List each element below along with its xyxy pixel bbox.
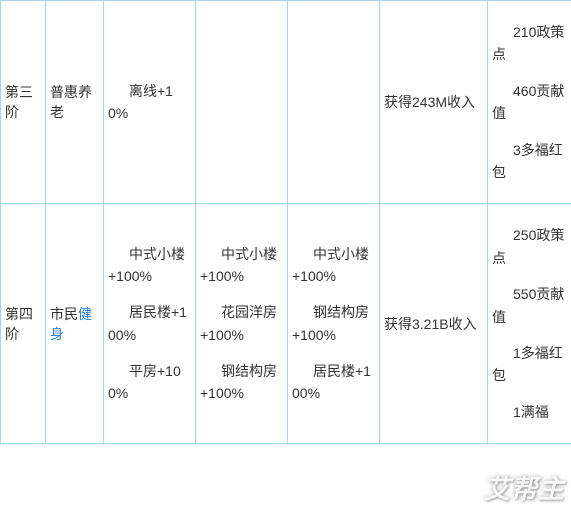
cell-item: 3多福红包 — [492, 139, 567, 184]
cell-item: 离线+10% — [108, 80, 191, 125]
table-cell — [196, 1, 288, 204]
cell-item: 钢结构房+100% — [292, 301, 375, 346]
table-cell: 中式小楼+100% 钢结构房+100% 居民楼+100% — [288, 204, 380, 444]
income-cell: 获得243M收入 — [380, 1, 488, 204]
table-cell: 离线+10% — [104, 1, 196, 204]
cell-item: 1满福 — [492, 401, 567, 423]
cell-item: 居民楼+100% — [292, 360, 375, 405]
cell-item: 550贡献值 — [492, 283, 567, 328]
table-cell: 中式小楼+100% 居民楼+100% 平房+100% — [104, 204, 196, 444]
name-cell: 普惠养老 — [46, 1, 104, 204]
cell-item: 居民楼+100% — [108, 301, 191, 346]
cell-item: 钢结构房+100% — [200, 360, 283, 405]
table-cell: 250政策点 550贡献值 1多福红包 1满福 — [488, 204, 571, 444]
cell-item: 平房+100% — [108, 360, 191, 405]
stage-cell: 第四阶 — [1, 204, 46, 444]
cell-item: 中式小楼+100% — [292, 243, 375, 288]
table-cell — [288, 1, 380, 204]
cell-item: 中式小楼+100% — [200, 243, 283, 288]
cell-item: 460贡献值 — [492, 80, 567, 125]
cell-item: 250政策点 — [492, 224, 567, 269]
cell-item: 210政策点 — [492, 21, 567, 66]
income-cell: 获得3.21B收入 — [380, 204, 488, 444]
cell-item: 1多福红包 — [492, 342, 567, 387]
table-cell: 210政策点 460贡献值 3多福红包 — [488, 1, 571, 204]
cell-item: 花园洋房+100% — [200, 301, 283, 346]
table-row: 第四阶市民健身中式小楼+100%居民楼+100%平房+100%中式小楼+100%… — [1, 204, 571, 444]
cell-item: 中式小楼+100% — [108, 243, 191, 288]
data-table: 第三阶普惠养老离线+10% 获得243M收入210政策点 460贡献值 3多福红包第四… — [0, 0, 571, 444]
name-cell: 市民健身 — [46, 204, 104, 444]
table-row: 第三阶普惠养老离线+10% 获得243M收入210政策点 460贡献值 3多福红包 — [1, 1, 571, 204]
watermark: 艾帮主 — [484, 469, 565, 506]
stage-cell: 第三阶 — [1, 1, 46, 204]
name-link[interactable]: 健身 — [50, 306, 92, 342]
table-cell: 中式小楼+100% 花园洋房+100% 钢结构房+100% — [196, 204, 288, 444]
